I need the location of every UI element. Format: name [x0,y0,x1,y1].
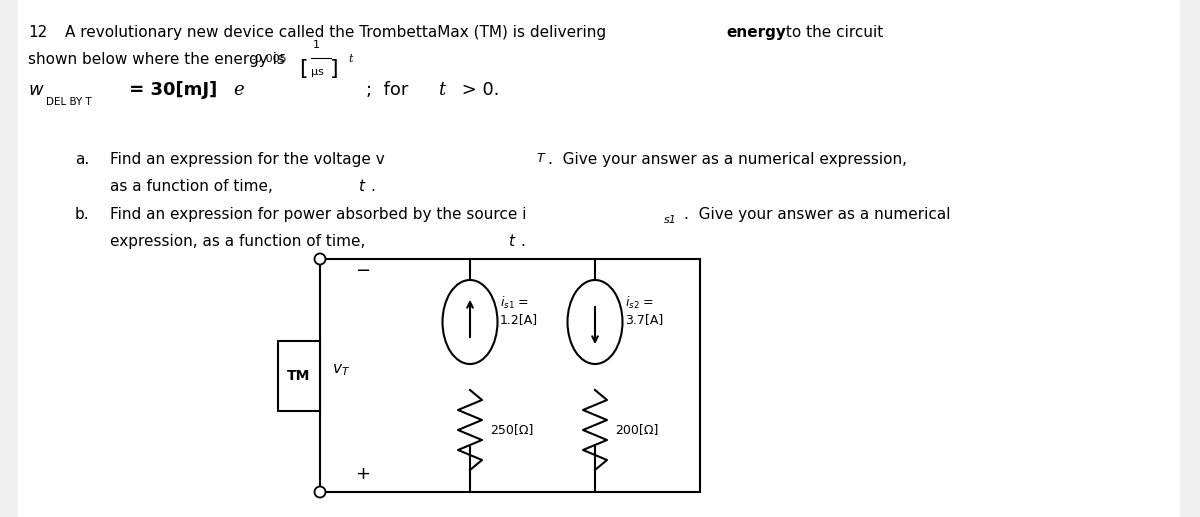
Circle shape [314,253,325,265]
Ellipse shape [443,280,498,364]
Text: as a function of time,: as a function of time, [110,179,277,194]
Text: −: − [355,262,370,280]
Text: $w$: $w$ [28,81,44,99]
Bar [278,341,320,410]
Text: .  Give your answer as a numerical: . Give your answer as a numerical [684,207,950,222]
Text: -0.005: -0.005 [251,54,287,64]
Text: to the circuit: to the circuit [781,25,883,40]
Text: t: t [508,234,514,249]
Text: 200[Ω]: 200[Ω] [616,423,659,436]
Text: ;  for: ; for [366,81,414,99]
Text: t: t [348,54,353,64]
Circle shape [314,486,325,497]
Text: > 0.: > 0. [456,81,499,99]
Text: TM: TM [287,369,311,383]
Text: .: . [370,179,374,194]
Text: ]: ] [330,59,338,79]
Text: Find an expression for the voltage v: Find an expression for the voltage v [110,152,385,167]
Text: e: e [233,81,244,99]
Ellipse shape [568,280,623,364]
Text: b.: b. [74,207,90,222]
Text: T: T [536,152,544,165]
Text: .  Give your answer as a numerical expression,: . Give your answer as a numerical expres… [548,152,907,167]
Text: t: t [438,81,445,99]
Text: a.: a. [74,152,89,167]
Text: s1: s1 [664,215,677,225]
Text: = 30[mJ]: = 30[mJ] [124,81,217,99]
Text: $i_{s2}$ =
3.7[A]: $i_{s2}$ = 3.7[A] [625,295,664,326]
Text: µs: µs [311,67,324,77]
Text: .: . [520,234,524,249]
Text: 12: 12 [28,25,47,40]
Text: energy: energy [726,25,786,40]
Text: [: [ [299,59,307,79]
Text: expression, as a function of time,: expression, as a function of time, [110,234,371,249]
Text: $i_{s1}$ =
1.2[A]: $i_{s1}$ = 1.2[A] [500,295,538,326]
Text: $v_T$: $v_T$ [332,362,350,378]
Text: t: t [358,179,364,194]
Text: A revolutionary new device called the TrombettaMax (TM) is delivering: A revolutionary new device called the Tr… [65,25,611,40]
Text: 250[Ω]: 250[Ω] [490,423,533,436]
Text: +: + [355,465,370,483]
Text: DEL BY T: DEL BY T [46,97,91,107]
Text: 1: 1 [313,40,320,50]
Text: Find an expression for power absorbed by the source i: Find an expression for power absorbed by… [110,207,527,222]
Text: shown below where the energy is: shown below where the energy is [28,52,284,67]
